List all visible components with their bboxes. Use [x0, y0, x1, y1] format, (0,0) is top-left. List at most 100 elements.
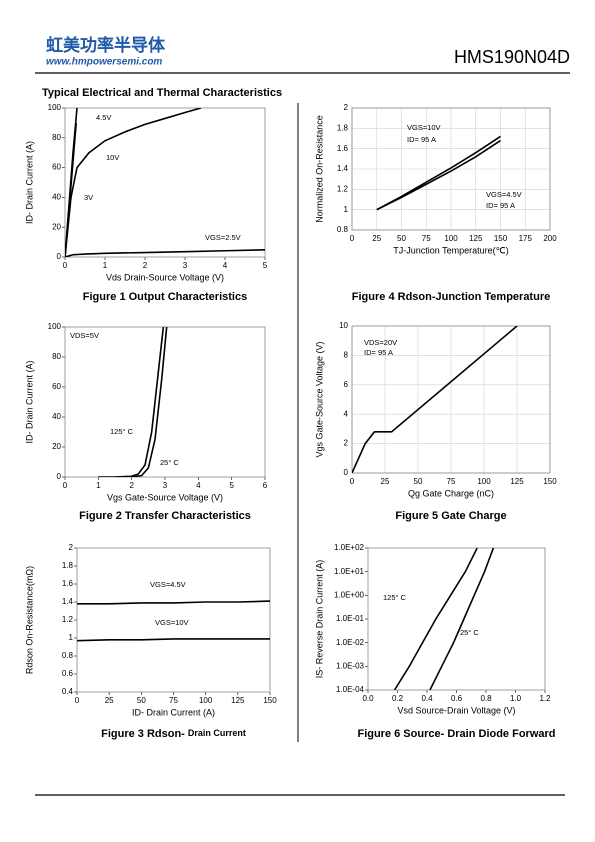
- x-tick-label: 3: [183, 261, 188, 270]
- x-tick-label: 50: [137, 696, 146, 705]
- series-label: VGS=2.5V: [205, 233, 241, 242]
- series-label: VGS=10V: [407, 123, 441, 132]
- y-tick-label: 1.0E-04: [336, 685, 365, 694]
- figure-caption: Figure 3 Rdson- Drain Current: [101, 728, 246, 740]
- y-tick-label: 100: [48, 322, 62, 331]
- y-tick-label: 2: [69, 543, 74, 552]
- x-tick-label: 1.2: [539, 694, 551, 703]
- x-axis-label: Vsd Source-Drain Voltage (V): [397, 705, 515, 715]
- y-tick-label: 1.6: [62, 579, 74, 588]
- x-tick-label: 75: [169, 696, 178, 705]
- x-axis-label: ID- Drain Current (A): [132, 707, 215, 717]
- x-tick-label: 75: [422, 234, 431, 243]
- x-tick-label: 6: [263, 481, 268, 490]
- y-tick-label: 60: [52, 163, 61, 172]
- series-line: [393, 548, 478, 690]
- y-tick-label: 1.0E+02: [334, 543, 365, 552]
- y-tick-label: 10: [339, 321, 348, 330]
- x-tick-label: 0: [75, 696, 80, 705]
- y-tick-label: 2: [344, 103, 349, 112]
- figure-caption: Figure 6 Source- Drain Diode Forward: [357, 728, 555, 740]
- x-tick-label: 5: [263, 261, 268, 270]
- x-tick-label: 4: [196, 481, 201, 490]
- annotation: VDS=20V: [364, 338, 397, 347]
- y-axis-label: ID- Drain Current (A): [24, 360, 34, 443]
- series-label: 3V: [84, 193, 93, 202]
- caption-title: Figure 5 Gate Charge: [395, 510, 506, 522]
- y-tick-label: 0: [57, 252, 62, 261]
- series-line: [429, 548, 495, 690]
- x-axis-label: TJ-Junction Temperature(℃): [393, 245, 508, 255]
- plot-frame: [64, 326, 266, 478]
- y-tick-label: 0: [344, 468, 349, 477]
- y-tick-label: 6: [344, 380, 349, 389]
- x-tick-label: 1.0: [510, 694, 522, 703]
- series-label: 10V: [106, 153, 119, 162]
- x-tick-label: 25: [105, 696, 114, 705]
- x-tick-label: 150: [494, 234, 508, 243]
- x-tick-label: 125: [231, 696, 245, 705]
- x-tick-label: 150: [263, 696, 277, 705]
- y-tick-label: 1.0E-03: [336, 661, 365, 670]
- series-line: [65, 122, 77, 257]
- y-tick-label: 0.6: [62, 669, 74, 678]
- x-tick-label: 1: [103, 261, 108, 270]
- x-tick-label: 100: [477, 477, 491, 486]
- series-line: [376, 135, 501, 211]
- logo: 虹美功率半导体: [46, 35, 166, 56]
- plot-frame: [76, 547, 271, 693]
- x-tick-label: 25: [372, 234, 381, 243]
- plot-frame: [367, 547, 546, 691]
- x-tick-label: 4: [223, 261, 228, 270]
- y-tick-label: 8: [344, 351, 349, 360]
- series-line: [376, 139, 501, 211]
- series-line: [77, 600, 270, 605]
- x-tick-label: 0: [63, 481, 68, 490]
- caption-title: Figure 4 Rdson-Junction Temperature: [352, 291, 550, 303]
- caption-subtitle: Drain Current: [188, 728, 246, 738]
- y-tick-label: 20: [52, 222, 61, 231]
- figure-caption: Figure 2 Transfer Characteristics: [79, 510, 251, 522]
- y-axis-label: Vgs Gate-Source Voltage (V): [314, 341, 324, 457]
- y-tick-label: 1.0E+00: [334, 590, 365, 599]
- y-tick-label: 1.2: [337, 184, 349, 193]
- series-label: 25° C: [460, 628, 479, 637]
- y-tick-label: 0.4: [62, 687, 74, 696]
- website: www.hmpowersemi.com: [46, 57, 162, 68]
- figure-caption: Figure 5 Gate Charge: [395, 510, 506, 522]
- series-line: [98, 327, 165, 477]
- y-tick-label: 1: [344, 205, 349, 214]
- x-tick-label: 0: [350, 477, 355, 486]
- y-tick-label: 1.2: [62, 615, 74, 624]
- series-label: 125° C: [383, 593, 407, 602]
- y-tick-label: 1.6: [337, 144, 349, 153]
- x-tick-label: 125: [469, 234, 483, 243]
- x-tick-label: 0.8: [480, 694, 492, 703]
- series-line: [65, 108, 202, 257]
- x-axis-label: Qg Gate Charge (nC): [408, 488, 494, 498]
- series-label: VGS=4.5V: [150, 580, 186, 589]
- x-tick-label: 50: [414, 477, 423, 486]
- caption-title: Figure 2 Transfer Characteristics: [79, 510, 251, 522]
- y-tick-label: 1.8: [62, 561, 74, 570]
- x-tick-label: 0.6: [451, 694, 463, 703]
- y-tick-label: 1.0E+01: [334, 567, 365, 576]
- y-tick-label: 4: [344, 409, 349, 418]
- x-tick-label: 125: [510, 477, 524, 486]
- y-tick-label: 1.4: [62, 597, 74, 606]
- x-tick-label: 150: [543, 477, 557, 486]
- y-tick-label: 2: [344, 439, 349, 448]
- series-label: VGS=10V: [155, 618, 189, 627]
- caption-title: Figure 1 Output Characteristics: [83, 291, 247, 303]
- x-tick-label: 0.2: [392, 694, 404, 703]
- series-label: 125° C: [110, 427, 134, 436]
- x-tick-label: 5: [229, 481, 234, 490]
- plot-frame: [351, 325, 551, 474]
- series-line: [352, 326, 518, 473]
- caption-title: Figure 6 Source- Drain Diode Forward: [357, 728, 555, 740]
- y-tick-label: 1: [69, 633, 74, 642]
- y-tick-label: 0.8: [337, 225, 349, 234]
- series-label: VGS=4.5V: [486, 190, 522, 199]
- x-tick-label: 2: [129, 481, 134, 490]
